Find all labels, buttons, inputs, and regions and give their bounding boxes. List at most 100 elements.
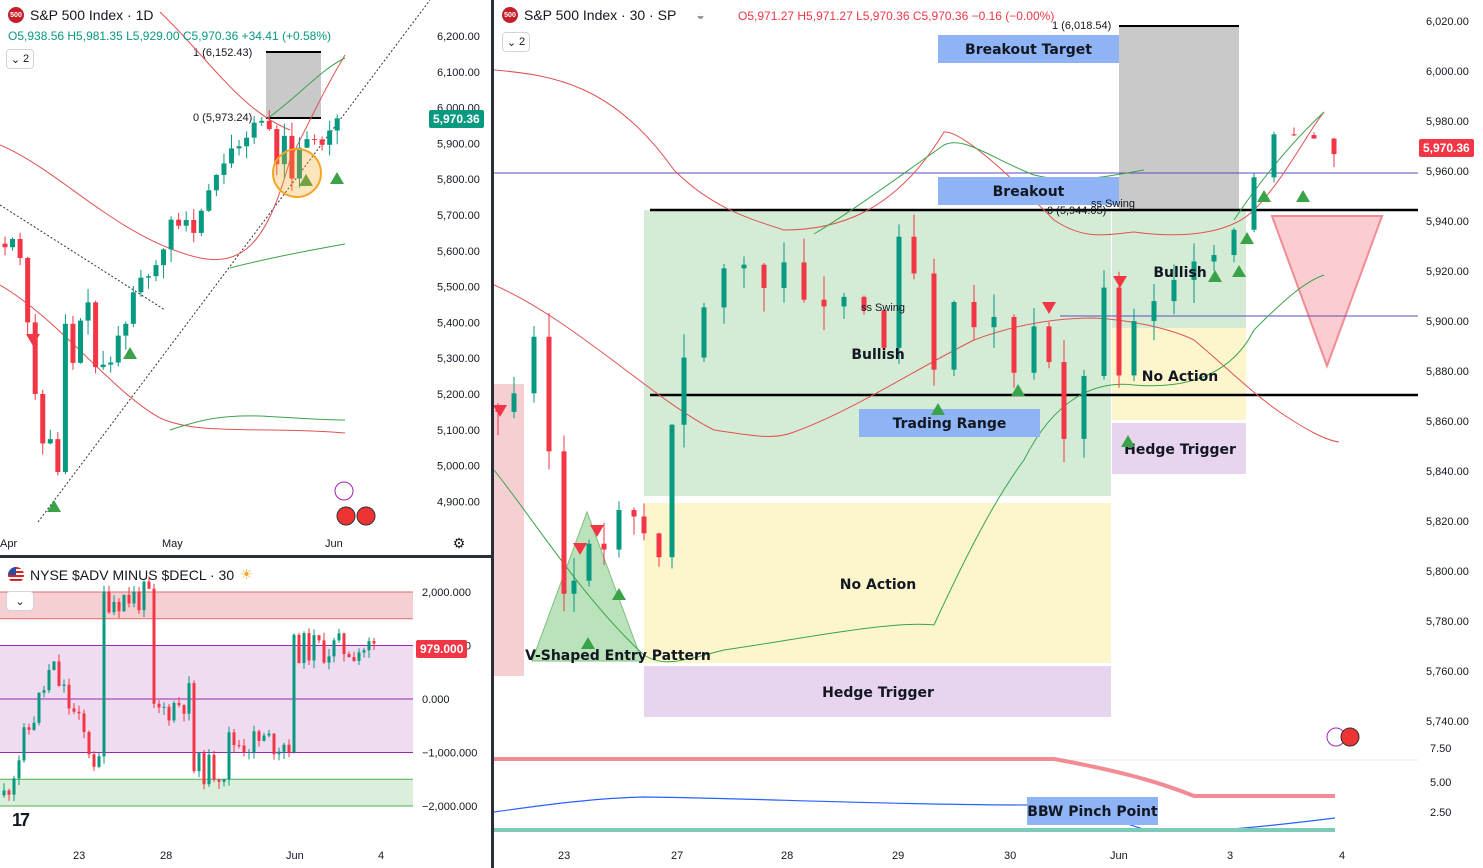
y-axis-tick-label: 6,000.00 bbox=[1426, 66, 1469, 78]
daily-chart-canvas[interactable]: 6,200.006,100.006,000.005,900.005,800.00… bbox=[0, 0, 491, 555]
candle-body bbox=[287, 744, 291, 753]
y-axis-tick-label: 6,100.00 bbox=[437, 67, 480, 79]
y-axis-tick-label: 5,600.00 bbox=[437, 246, 480, 258]
fib-target-box bbox=[1119, 26, 1239, 211]
x-axis-tick-label: 28 bbox=[160, 850, 172, 862]
candle-body bbox=[656, 533, 662, 558]
candle-body bbox=[951, 302, 957, 370]
candle-body bbox=[17, 238, 23, 258]
candle-body bbox=[262, 735, 266, 741]
candle-body bbox=[77, 711, 81, 714]
intraday-chart-canvas[interactable]: 6,020.00 6,000.00 5,980.00 5,960.00 5,940.00… bbox=[494, 0, 1483, 868]
candle-body bbox=[107, 591, 111, 613]
intraday-chart-pane[interactable]: 6,020.00 6,000.00 5,980.00 5,960.00 5,940.00… bbox=[494, 0, 1483, 868]
candle-body bbox=[741, 264, 747, 269]
candle-body bbox=[357, 652, 361, 661]
candle-body bbox=[282, 744, 286, 752]
candle-body bbox=[631, 509, 637, 517]
tradingview-logo[interactable]: 17 bbox=[12, 810, 30, 830]
candle-body bbox=[176, 219, 182, 226]
candle-body bbox=[297, 634, 301, 663]
breadth-chart-title[interactable]: NYSE $ADV MINUS $DECL · 30 bbox=[30, 566, 235, 583]
candle-body bbox=[2, 790, 6, 796]
candle-body bbox=[122, 594, 126, 612]
candle-body bbox=[167, 706, 171, 721]
candle-body bbox=[153, 265, 159, 277]
y-axis-tick-label: 6,200.00 bbox=[437, 31, 480, 43]
pane-divider-vertical[interactable] bbox=[491, 0, 494, 868]
intraday-chart-legend[interactable]: 500 S&P 500 Index · 30 · SP ◒ bbox=[502, 7, 705, 23]
candle-body bbox=[192, 683, 196, 772]
candle-body bbox=[362, 650, 366, 653]
daily-chart-legend[interactable]: 500 S&P 500 Index · 1D bbox=[8, 7, 153, 23]
sell-signal-marker bbox=[573, 543, 587, 555]
breadth-collapse-button[interactable]: ⌄ bbox=[6, 591, 34, 611]
pane-divider-horizontal[interactable] bbox=[0, 555, 491, 558]
candle-body bbox=[67, 684, 71, 709]
candle-body bbox=[17, 760, 21, 779]
breadth-chart-legend[interactable]: NYSE $ADV MINUS $DECL · 30 ☀ bbox=[8, 566, 253, 583]
y-axis-tick-label: 5,740.00 bbox=[1426, 716, 1469, 728]
y-axis-tick-label: 5,000.00 bbox=[437, 461, 480, 473]
candle-body bbox=[162, 706, 166, 708]
candle-body bbox=[931, 273, 937, 370]
candle-body bbox=[232, 732, 236, 746]
candle-body bbox=[322, 640, 326, 663]
candle-body bbox=[70, 323, 76, 363]
candle-body bbox=[861, 296, 867, 311]
dividend-flag-icon bbox=[356, 506, 376, 526]
y-axis-tick-label: 5,860.00 bbox=[1426, 416, 1469, 428]
indicators-collapse-button[interactable]: ⌄ 2 bbox=[6, 49, 34, 69]
daily-chart-pane[interactable]: 6,200.00 6,100.00 6,000.00 5,900.00 5,800.00… bbox=[0, 0, 491, 555]
candle-body bbox=[117, 601, 121, 612]
oversold-zone bbox=[0, 779, 413, 806]
y-axis-tick-label: −1,000.000 bbox=[422, 748, 477, 760]
y-axis-tick-label: 5,960.00 bbox=[1426, 166, 1469, 178]
intraday-collapse-button[interactable]: ⌄ 2 bbox=[502, 32, 530, 52]
breadth-chart-pane[interactable]: 2,000.0001,000.0000.000−1,000.000−2,000.… bbox=[0, 558, 491, 868]
y-axis-tick-label: 5,840.00 bbox=[1426, 466, 1469, 478]
candle-body bbox=[62, 323, 68, 473]
candle-body bbox=[372, 641, 376, 644]
y-axis-tick-label: 5,760.00 bbox=[1426, 666, 1469, 678]
candle-body bbox=[102, 591, 106, 757]
candle-body bbox=[641, 516, 647, 534]
candle-body bbox=[32, 322, 38, 394]
candle-body bbox=[92, 754, 96, 767]
candle-body bbox=[1191, 261, 1197, 280]
candle-body bbox=[1171, 279, 1177, 302]
candle-body bbox=[168, 219, 174, 250]
x-axis-tick-label: Jun bbox=[325, 538, 343, 550]
candle-body bbox=[267, 733, 271, 736]
sun-icon: ☀ bbox=[240, 566, 253, 582]
candle-body bbox=[334, 118, 340, 131]
bbw-axis-tick-label: 5.00 bbox=[1430, 777, 1451, 789]
candle-body bbox=[272, 733, 276, 755]
candle-body bbox=[616, 509, 622, 550]
candle-body bbox=[259, 120, 265, 123]
trendline bbox=[0, 204, 166, 311]
candle-body bbox=[247, 751, 251, 753]
candle-body bbox=[115, 335, 121, 363]
bbw-axis-tick-label: 2.50 bbox=[1430, 807, 1451, 819]
settings-gear-icon[interactable]: ⚙ bbox=[450, 534, 468, 552]
candle-body bbox=[202, 753, 206, 785]
bollinger-basis bbox=[494, 274, 1325, 663]
candle-body bbox=[342, 633, 346, 655]
sell-signal-marker bbox=[26, 334, 40, 346]
x-axis-tick-label: 29 bbox=[892, 850, 904, 862]
candle-body bbox=[332, 640, 336, 657]
chevron-down-icon: ⌄ bbox=[506, 36, 517, 49]
candle-body bbox=[304, 139, 310, 148]
breadth-chart-canvas[interactable]: 2,000.0001,000.0000.000−1,000.000−2,000.… bbox=[0, 558, 491, 868]
candle-body bbox=[127, 594, 131, 604]
candle-body bbox=[277, 751, 281, 755]
candle-body bbox=[93, 302, 99, 368]
x-axis-tick-label: Jun bbox=[286, 850, 304, 862]
y-axis-tick-label: 5,300.00 bbox=[437, 353, 480, 365]
y-axis-tick-label: 5,100.00 bbox=[437, 425, 480, 437]
candle-body bbox=[85, 302, 91, 321]
candle-body bbox=[841, 296, 847, 307]
daily-chart-title[interactable]: S&P 500 Index · 1D bbox=[30, 7, 154, 23]
intraday-chart-title[interactable]: S&P 500 Index · 30 · SP bbox=[524, 7, 677, 23]
